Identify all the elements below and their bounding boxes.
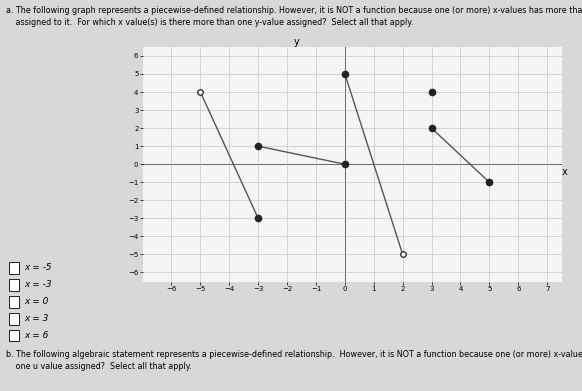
Text: x = -3: x = -3 [24, 280, 51, 289]
Text: a. The following graph represents a piecewise-defined relationship. However, it : a. The following graph represents a piec… [6, 6, 582, 15]
Text: x: x [562, 167, 567, 178]
Text: x = 3: x = 3 [24, 314, 48, 323]
Text: x = -5: x = -5 [24, 263, 51, 273]
Text: b. The following algebraic statement represents a piecewise-defined relationship: b. The following algebraic statement rep… [6, 350, 582, 359]
Text: y: y [294, 37, 300, 47]
Text: assigned to it.  For which x value(s) is there more than one y-value assigned?  : assigned to it. For which x value(s) is … [8, 18, 413, 27]
Text: x = 0: x = 0 [24, 297, 48, 307]
Text: x = 6: x = 6 [24, 331, 48, 340]
Text: one u value assigned?  Select all that apply.: one u value assigned? Select all that ap… [8, 362, 191, 371]
